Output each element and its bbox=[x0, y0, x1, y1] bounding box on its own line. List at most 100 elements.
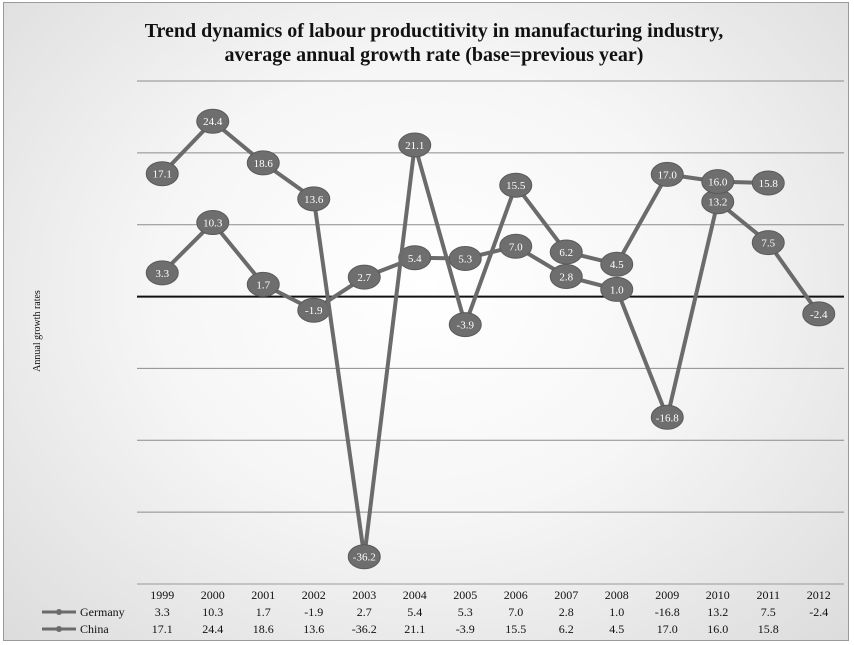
data-point-china bbox=[549, 239, 583, 265]
x-tick-label: 2001 bbox=[251, 588, 275, 602]
x-tick-label: 2007 bbox=[554, 588, 578, 602]
data-point-china bbox=[448, 312, 482, 338]
table-cell: 13.6 bbox=[303, 622, 324, 636]
data-point-germany bbox=[145, 260, 179, 286]
x-tick-label: 2004 bbox=[403, 588, 427, 602]
x-tick-label: 2006 bbox=[504, 588, 528, 602]
table-cell: -1.9 bbox=[304, 605, 323, 619]
x-tick-label: 2011 bbox=[756, 588, 780, 602]
data-label-germany: 2.7 bbox=[357, 272, 371, 284]
data-point-china bbox=[499, 172, 533, 198]
data-point-china bbox=[347, 544, 381, 570]
data-point-china bbox=[297, 186, 331, 212]
table-cell: 7.0 bbox=[508, 605, 523, 619]
table-cell: 5.3 bbox=[458, 605, 473, 619]
data-point-germany bbox=[448, 245, 482, 271]
y-axis-label: Annual growth rates bbox=[32, 290, 43, 372]
table-cell: 24.4 bbox=[202, 622, 223, 636]
table-cell: -36.2 bbox=[352, 622, 377, 636]
data-label-china: -3.9 bbox=[457, 320, 475, 332]
data-label-china: 21.1 bbox=[405, 140, 424, 152]
data-label-china: 4.5 bbox=[610, 259, 624, 271]
chart-frame: Trend dynamics of labour productitivity … bbox=[3, 2, 849, 641]
legend-swatch-marker bbox=[56, 609, 62, 615]
data-label-china: 15.5 bbox=[506, 180, 526, 192]
series-line-germany bbox=[160, 199, 821, 420]
data-label-germany: 7.5 bbox=[761, 238, 775, 250]
table-cell: 2.7 bbox=[357, 605, 372, 619]
table-cell: 6.2 bbox=[559, 622, 574, 636]
table-cell: 21.1 bbox=[404, 622, 425, 636]
table-cell: 2.8 bbox=[559, 605, 574, 619]
data-label-china: 13.6 bbox=[304, 194, 324, 206]
chart-svg: Trend dynamics of labour productitivity … bbox=[32, 20, 844, 636]
x-tick-label: 2008 bbox=[605, 588, 629, 602]
data-label-germany: -2.4 bbox=[810, 309, 828, 321]
table-cell: 10.3 bbox=[202, 605, 223, 619]
data-label-china: 15.8 bbox=[759, 178, 779, 190]
data-label-china: 18.6 bbox=[254, 158, 274, 170]
table-cell: 4.5 bbox=[609, 622, 624, 636]
data-table: 1999 2000 2001 2002 2003 2004 2005 2006 2007 2008… bbox=[42, 583, 844, 636]
series-germany: 3.3 10.3 1.7 -1.9 2.7 5.4 5.3 7.0 2.8 1.0 -16.8 13.… bbox=[145, 189, 836, 430]
data-label-china: 24.4 bbox=[203, 116, 223, 128]
x-tick-label: 2010 bbox=[706, 588, 730, 602]
data-label-germany: 1.0 bbox=[610, 284, 624, 296]
data-point-china bbox=[398, 132, 432, 158]
data-point-china bbox=[751, 170, 785, 196]
data-label-germany: 5.3 bbox=[458, 253, 472, 265]
x-tick-label: 2000 bbox=[201, 588, 225, 602]
data-point-china bbox=[145, 161, 179, 187]
table-cell: 3.3 bbox=[155, 605, 170, 619]
x-tick-label: 1999 bbox=[150, 588, 174, 602]
x-tick-label: 2009 bbox=[655, 588, 679, 602]
table-cell: 1.0 bbox=[609, 605, 624, 619]
series-layer: 3.3 10.3 1.7 -1.9 2.7 5.4 5.3 7.0 2.8 1.0 -16.8 13.… bbox=[145, 108, 836, 570]
data-point-china bbox=[701, 169, 735, 195]
table-cell: 7.5 bbox=[761, 605, 776, 619]
data-label-germany: 1.7 bbox=[256, 279, 270, 291]
series-china: 17.1 24.4 18.6 13.6 -36.2 21.1 -3.9 15.5 6.2 4.5 1… bbox=[145, 108, 785, 570]
data-point-china bbox=[600, 251, 634, 277]
table-cell: 17.1 bbox=[152, 622, 173, 636]
data-point-germany bbox=[802, 301, 836, 327]
legend-swatch-marker bbox=[56, 626, 62, 632]
data-label-china: -36.2 bbox=[353, 552, 376, 564]
data-point-china bbox=[196, 108, 230, 134]
data-label-germany: 3.3 bbox=[155, 268, 169, 280]
data-point-germany bbox=[347, 264, 381, 290]
data-label-germany: 13.2 bbox=[708, 197, 727, 209]
data-point-germany bbox=[196, 210, 230, 236]
data-point-germany bbox=[246, 271, 280, 297]
table-cell: 15.5 bbox=[505, 622, 526, 636]
grid-layer bbox=[137, 80, 844, 585]
table-cell: 15.8 bbox=[758, 622, 779, 636]
x-tick-label: 2003 bbox=[352, 588, 376, 602]
data-label-germany: 7.0 bbox=[509, 241, 523, 253]
data-label-germany: -1.9 bbox=[305, 305, 323, 317]
data-label-china: 16.0 bbox=[708, 177, 728, 189]
data-label-germany: -16.8 bbox=[656, 412, 679, 424]
table-cell: -3.9 bbox=[456, 622, 475, 636]
data-point-germany bbox=[650, 404, 684, 430]
x-tick-label: 2002 bbox=[302, 588, 326, 602]
table-cell: 18.6 bbox=[253, 622, 274, 636]
table-cell: 5.4 bbox=[407, 605, 422, 619]
data-label-china: 17.1 bbox=[153, 169, 172, 181]
chart-title-line-2: average annual growth rate (base=previou… bbox=[225, 44, 644, 66]
table-cell: -2.4 bbox=[809, 605, 828, 619]
table-cell: -16.8 bbox=[655, 605, 680, 619]
legend-entry: China bbox=[80, 622, 109, 636]
data-label-china: 6.2 bbox=[559, 247, 573, 259]
data-point-germany bbox=[600, 276, 634, 302]
data-point-germany bbox=[499, 233, 533, 259]
data-point-china bbox=[650, 161, 684, 187]
series-line-china bbox=[160, 119, 769, 559]
data-label-germany: 10.3 bbox=[203, 218, 223, 230]
data-label-china: 17.0 bbox=[658, 169, 678, 181]
data-label-germany: 2.8 bbox=[559, 271, 573, 283]
data-point-germany bbox=[398, 245, 432, 271]
table-cell: 17.0 bbox=[657, 622, 678, 636]
table-cell: 1.7 bbox=[256, 605, 271, 619]
x-tick-label: 2012 bbox=[807, 588, 831, 602]
